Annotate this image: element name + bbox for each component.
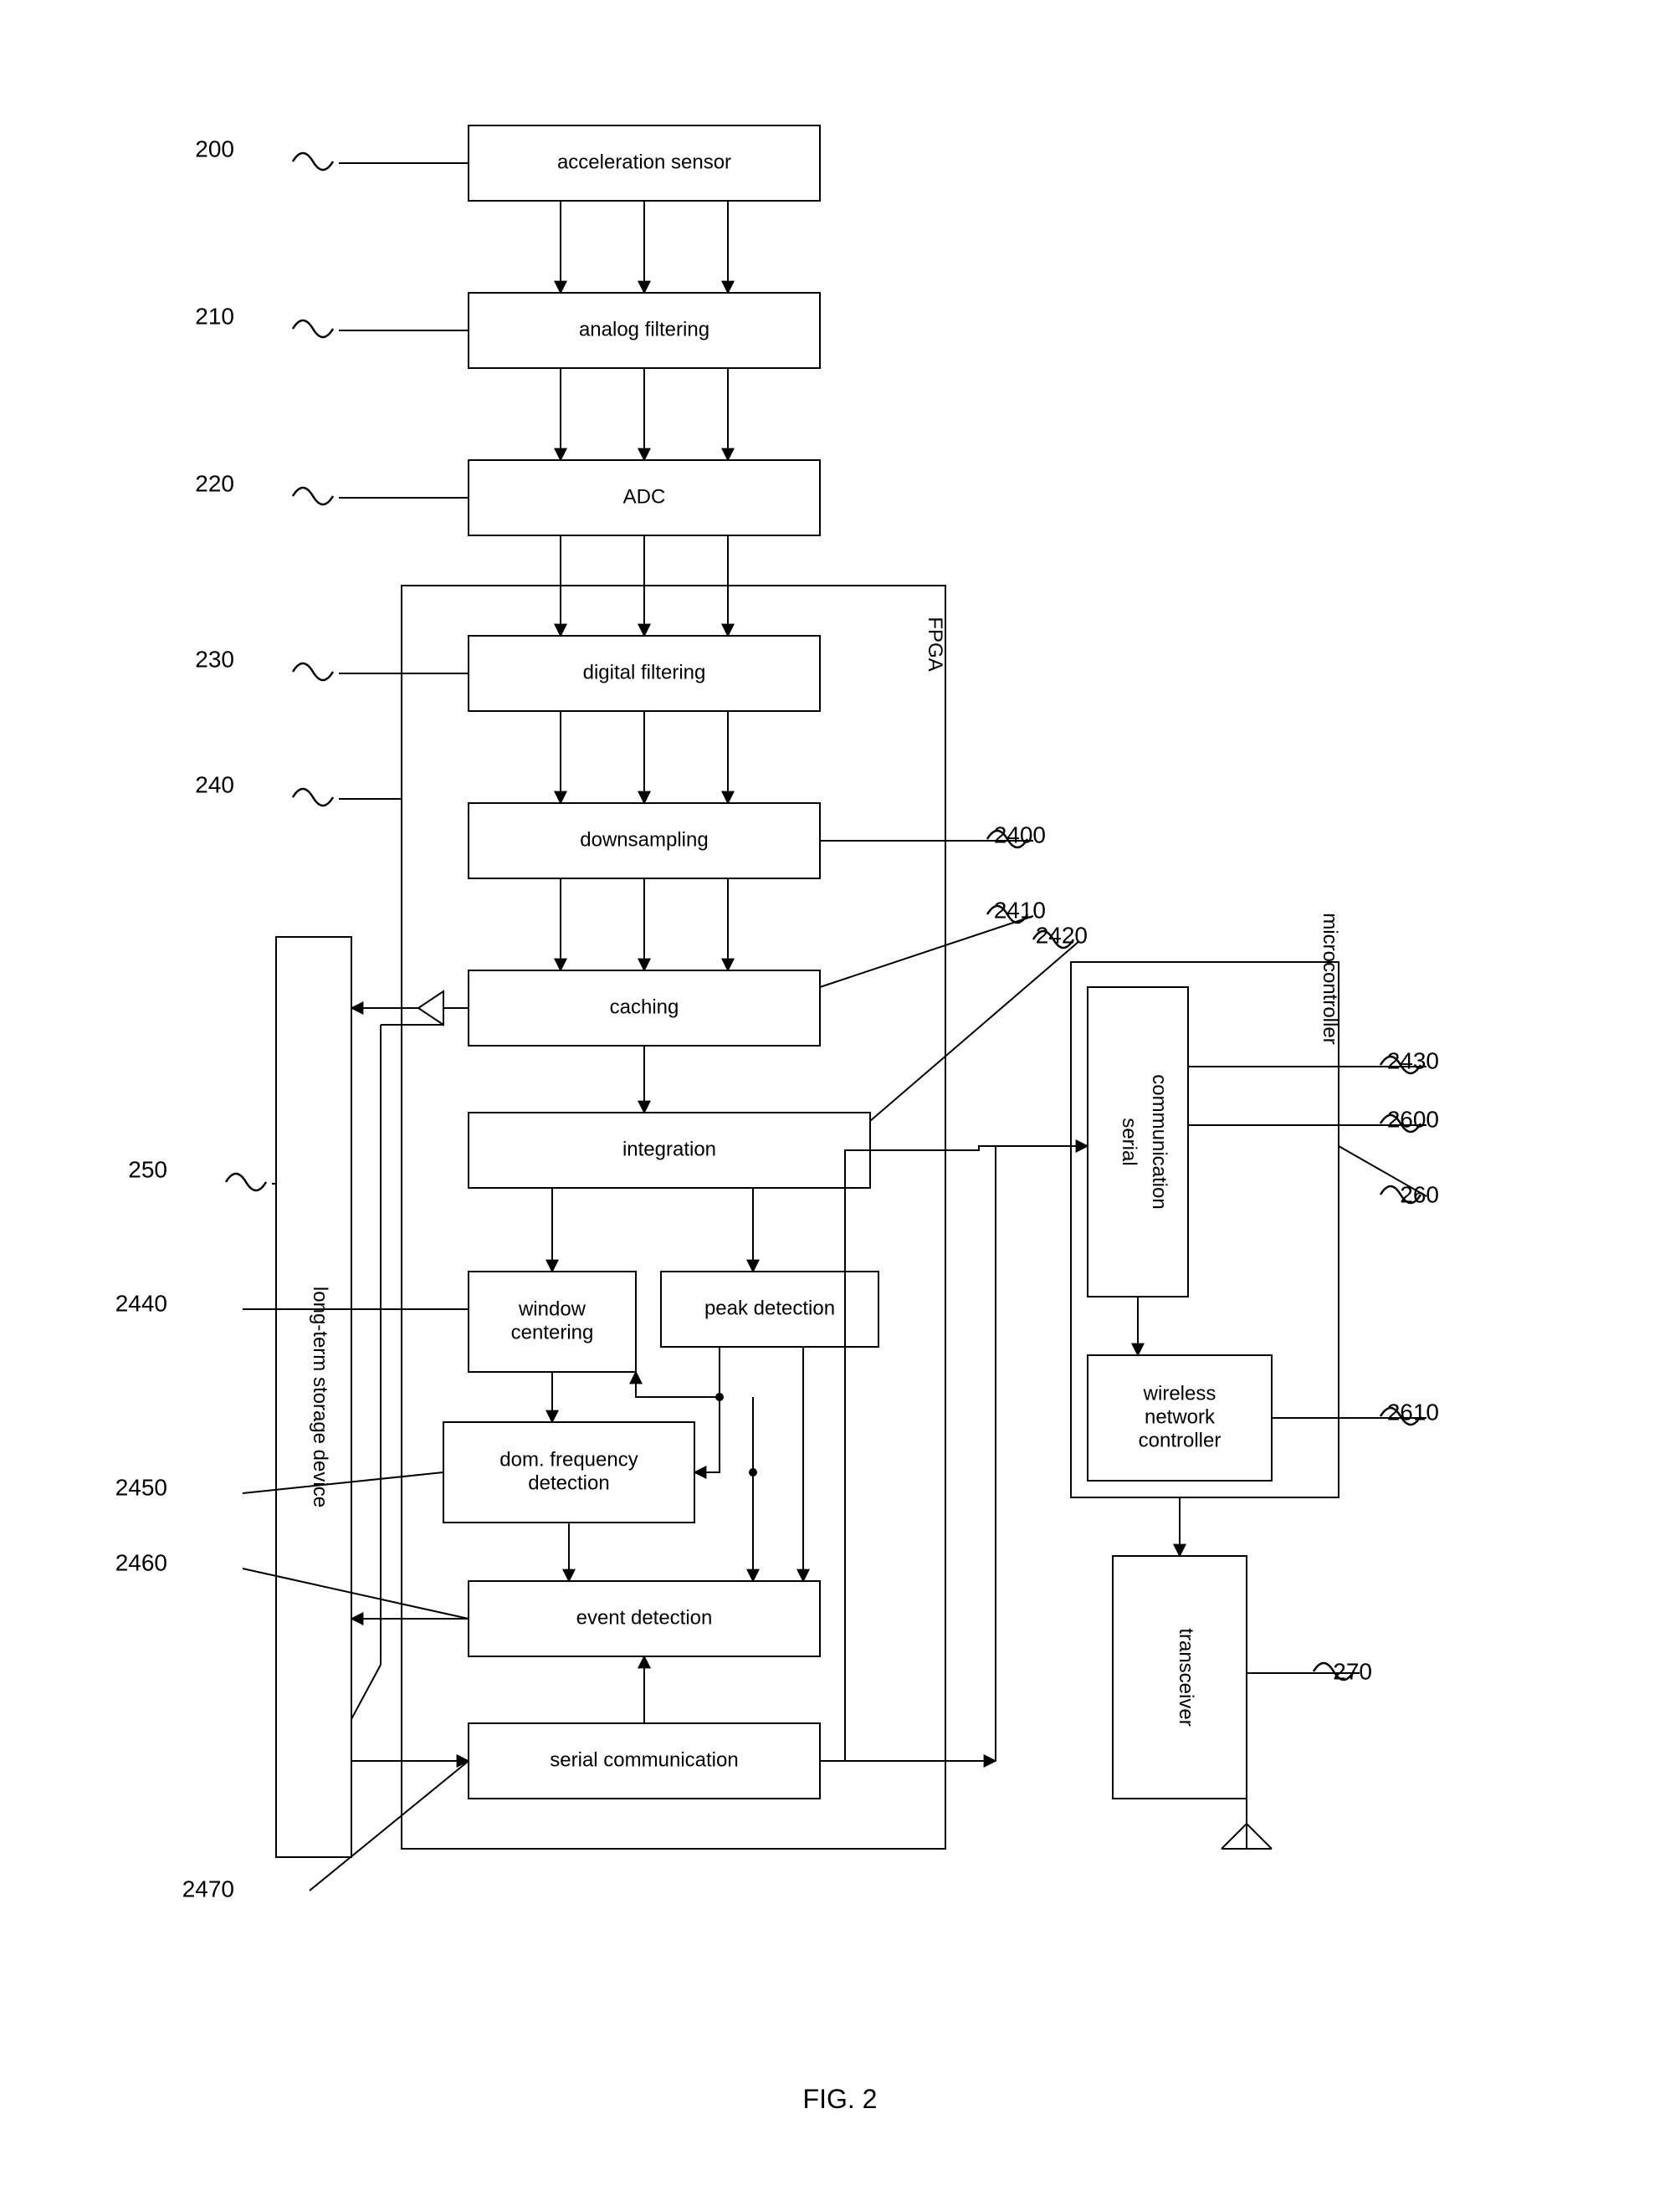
connector <box>996 1146 1088 1761</box>
label: ADC <box>623 485 666 508</box>
label: 2430 <box>1387 1047 1439 1073</box>
squiggle <box>293 153 333 170</box>
label: microcontroller <box>1319 913 1341 1044</box>
label: 2400 <box>994 821 1046 847</box>
connector <box>636 1372 720 1397</box>
label: 240 <box>195 771 234 797</box>
connector <box>870 941 1079 1121</box>
label: FPGA <box>924 617 946 671</box>
connector <box>694 1347 720 1472</box>
squiggle <box>293 789 333 806</box>
label: 230 <box>195 646 234 672</box>
label: FIG. 2 <box>803 2084 878 2114</box>
label: analog filtering <box>579 318 709 340</box>
connector <box>351 1665 381 1719</box>
label: 2420 <box>1036 922 1088 948</box>
label: network <box>1145 1405 1216 1428</box>
junction-dot <box>749 1468 757 1477</box>
squiggle <box>293 488 333 504</box>
label: centering <box>511 1321 594 1343</box>
label: 200 <box>195 136 234 161</box>
squiggle <box>226 1174 266 1190</box>
label: integration <box>622 1138 716 1160</box>
connector <box>845 1146 1088 1761</box>
label: communication <box>1148 1074 1170 1209</box>
label: peak detection <box>704 1297 835 1319</box>
squiggle <box>293 663 333 680</box>
label: transceiver <box>1175 1628 1197 1726</box>
label: 2410 <box>994 897 1046 923</box>
label: event detection <box>576 1606 713 1629</box>
label: controller <box>1139 1429 1222 1451</box>
connector <box>1339 1146 1426 1196</box>
buffer-icon <box>418 991 443 1025</box>
label: digital filtering <box>583 661 706 683</box>
label: downsampling <box>580 828 708 851</box>
label: 2440 <box>115 1290 167 1316</box>
connector <box>243 1472 443 1493</box>
label: serial <box>1118 1118 1140 1165</box>
label: window <box>518 1297 586 1320</box>
label: 2470 <box>182 1876 234 1901</box>
junction-dot <box>715 1393 724 1401</box>
label: 2460 <box>115 1549 167 1575</box>
label: dom. frequency <box>499 1448 638 1471</box>
label: 2610 <box>1387 1399 1439 1425</box>
squiggle <box>293 320 333 337</box>
label: 220 <box>195 470 234 496</box>
label: 2450 <box>115 1474 167 1500</box>
label: serial communication <box>550 1748 738 1771</box>
label: caching <box>610 995 679 1018</box>
label: acceleration sensor <box>557 151 731 173</box>
label: wireless <box>1143 1382 1216 1405</box>
label: 2600 <box>1387 1106 1439 1132</box>
connector <box>820 916 1033 987</box>
label: 210 <box>195 303 234 329</box>
connector <box>310 1761 469 1891</box>
label: long-term storage device <box>309 1287 331 1507</box>
label: 250 <box>128 1156 167 1182</box>
block-box <box>402 586 945 1849</box>
label: detection <box>528 1471 609 1494</box>
